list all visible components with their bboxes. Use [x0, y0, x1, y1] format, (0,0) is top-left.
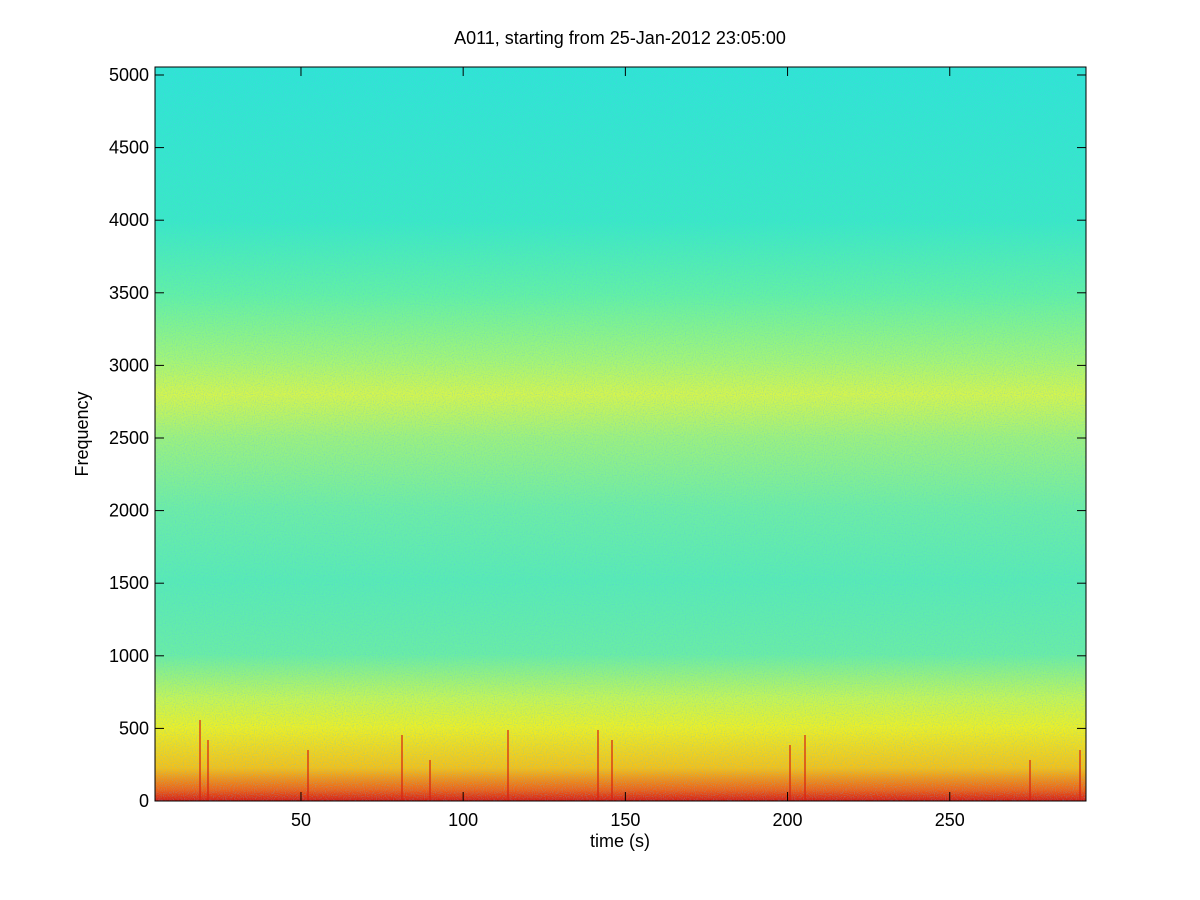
y-tick-label: 4500	[109, 138, 149, 158]
y-tick-label: 5000	[109, 65, 149, 85]
low-frequency-streaks	[199, 720, 1081, 801]
x-tick-label: 50	[291, 810, 311, 830]
y-tick-label: 2500	[109, 428, 149, 448]
y-tick-label: 3500	[109, 283, 149, 303]
chart-title: A011, starting from 25-Jan-2012 23:05:00	[454, 28, 786, 48]
y-axis-label: Frequency	[72, 391, 92, 476]
spectrogram-noise	[155, 67, 1086, 801]
x-tick-label: 200	[773, 810, 803, 830]
y-tick-label: 500	[119, 718, 149, 738]
x-tick-label: 250	[935, 810, 965, 830]
y-tick-label: 1500	[109, 573, 149, 593]
y-tick-label: 4000	[109, 210, 149, 230]
x-axis-label: time (s)	[590, 831, 650, 851]
spectrogram	[155, 67, 1086, 801]
y-tick-label: 1000	[109, 646, 149, 666]
y-tick-label: 3000	[109, 355, 149, 375]
plot-frame	[154, 66, 1087, 802]
x-tick-label: 100	[448, 810, 478, 830]
y-tick-label: 0	[139, 791, 149, 811]
x-tick-label: 150	[610, 810, 640, 830]
y-tick-label: 2000	[109, 501, 149, 521]
